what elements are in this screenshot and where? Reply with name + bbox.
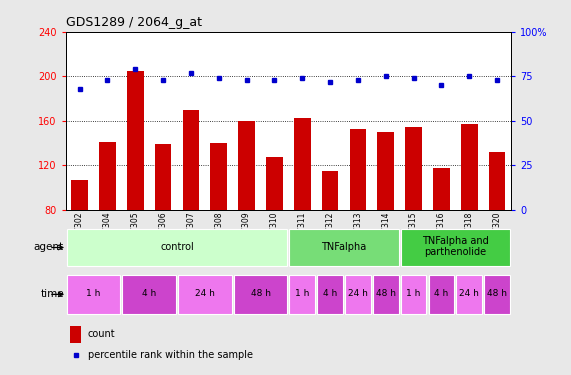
Text: 48 h: 48 h [487,289,507,298]
Bar [127,71,144,210]
Bar [70,326,81,343]
Bar [429,274,455,314]
Bar [178,274,232,314]
Bar [289,230,399,266]
Bar [377,132,394,210]
Bar [461,124,477,210]
Text: 24 h: 24 h [195,289,215,298]
Text: control: control [160,242,194,252]
Bar [210,143,227,210]
Bar [183,110,199,210]
Bar [266,157,283,210]
Bar [373,274,399,314]
Bar [317,274,343,314]
Text: count: count [88,329,115,339]
Text: 24 h: 24 h [348,289,368,298]
Bar [67,274,120,314]
Text: 48 h: 48 h [376,289,396,298]
Bar [322,171,339,210]
Bar [484,274,510,314]
Bar [122,274,176,314]
Text: agent: agent [34,243,64,252]
Bar [294,118,311,210]
Text: GDS1289 / 2064_g_at: GDS1289 / 2064_g_at [66,16,202,29]
Text: 4 h: 4 h [435,289,449,298]
Bar [349,129,367,210]
Text: 48 h: 48 h [251,289,271,298]
Text: TNFalpha and
parthenolide: TNFalpha and parthenolide [422,236,489,258]
Bar [345,274,371,314]
Bar [71,180,88,210]
Text: 4 h: 4 h [142,289,156,298]
Text: 1 h: 1 h [86,289,100,298]
Bar [289,274,315,314]
Bar [401,230,510,266]
Bar [405,126,422,210]
Bar [155,144,171,210]
Bar [401,274,427,314]
Text: 4 h: 4 h [323,289,337,298]
Bar [489,152,505,210]
Text: 1 h: 1 h [295,289,309,298]
Bar [238,121,255,210]
Text: 1 h: 1 h [407,289,421,298]
Text: TNFalpha: TNFalpha [321,242,367,252]
Bar [456,274,482,314]
Text: time: time [41,290,64,299]
Bar [99,142,116,210]
Bar [67,230,287,266]
Text: 24 h: 24 h [459,289,479,298]
Text: percentile rank within the sample: percentile rank within the sample [88,350,253,360]
Bar [433,168,450,210]
Bar [234,274,287,314]
